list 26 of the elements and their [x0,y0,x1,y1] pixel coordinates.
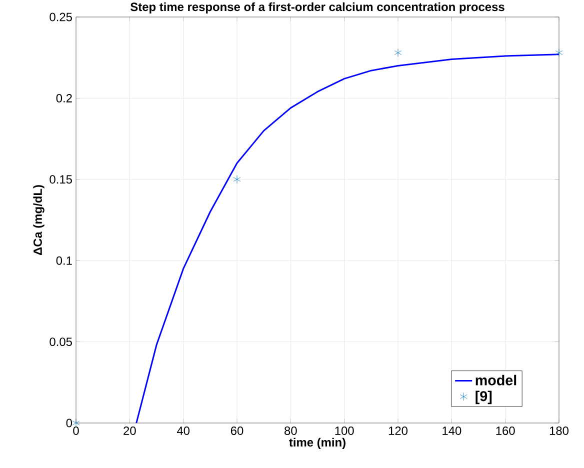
x-axis-title: time (min) [289,438,346,449]
y-tick-label: 0.2 [56,94,72,102]
line-series [136,54,560,423]
y-tick-label: 0.1 [56,256,72,265]
x-tick-label: 120 [388,426,408,435]
y-tick-label: 0.15 [50,175,72,184]
point [233,175,241,184]
point [72,418,80,428]
y-tick-label: 0 [66,418,72,428]
chart-title: Step time response of a first-order calcium concentration process [130,2,504,14]
point [555,48,563,57]
point [394,48,402,57]
x-tick-label: 40 [176,426,190,435]
y-axis-title: ΔCa (mg/dL) [33,185,44,256]
y-tick-label: 0.25 [50,12,72,22]
x-tick-label: 20 [124,426,136,435]
x-tick-label: 0 [73,426,79,435]
legend-label: [9] [476,390,492,404]
x-tick-label: 140 [442,426,462,435]
x-tick-label: 60 [230,426,244,435]
x-tick-label: 80 [284,426,297,435]
y-tick-label: 0.05 [50,338,72,346]
x-tick-label: 180 [550,426,569,435]
x-tick-label: 160 [496,426,515,435]
legend-label: model [476,374,516,386]
x-tick-label: 100 [335,426,354,435]
